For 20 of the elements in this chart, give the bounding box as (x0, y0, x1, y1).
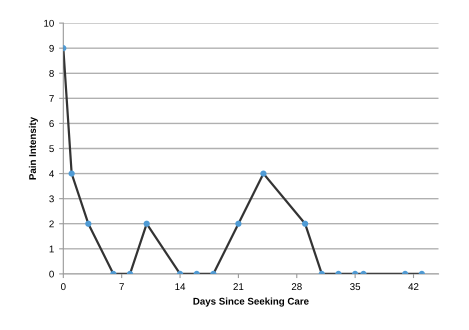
y-tick-label: 1 (50, 246, 54, 252)
y-tick-label: 6 (49, 120, 54, 128)
x-tick-label: 28 (292, 283, 302, 290)
y-tick-label: 4 (49, 170, 54, 178)
x-tick-label: 42 (408, 283, 418, 290)
y-tick-label: 5 (49, 145, 54, 152)
x-tick-label: 7 (119, 283, 124, 290)
y-tick-label: 0 (49, 270, 54, 278)
y-tick-label: 2 (49, 220, 54, 228)
y-tick-label: 10 (44, 20, 54, 27)
x-tick-label: 14 (175, 283, 186, 290)
y-axis-title: Pain Intensity (28, 116, 38, 180)
y-tick-label: 3 (49, 195, 54, 202)
x-axis-title: Days Since Seeking Care (193, 298, 309, 307)
y-tick-label: 9 (49, 44, 54, 52)
y-tick-label: 8 (49, 70, 54, 77)
y-tick-label: 7 (49, 95, 54, 102)
x-tick-label: 0 (60, 283, 66, 290)
x-tick-label: 35 (350, 283, 360, 290)
x-tick-label: 21 (233, 283, 244, 290)
